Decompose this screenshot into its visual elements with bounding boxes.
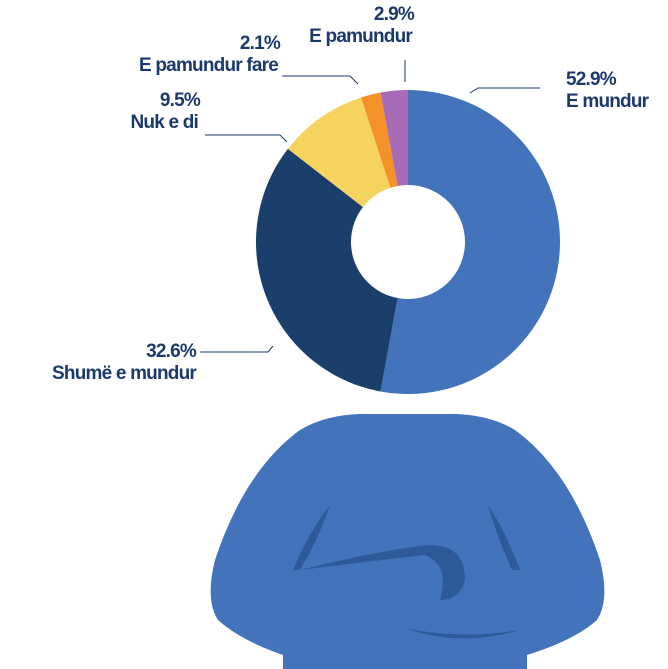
category-label: E mundur [566, 91, 650, 112]
leader-line [200, 346, 273, 352]
leader-line [282, 76, 358, 84]
category-label: E pamundur fare [139, 55, 278, 76]
value-label: 2.9% [374, 4, 415, 25]
value-label: 2.1% [240, 33, 281, 54]
value-label: 9.5% [160, 90, 201, 111]
leader-line [470, 88, 540, 93]
category-label: E pamundur [309, 26, 413, 47]
value-label: 52.9% [566, 69, 617, 90]
value-label: 32.6% [146, 341, 197, 362]
figure-body [211, 414, 605, 669]
chart: 52.9%E mundur 32.6%Shumë e mundur 9.5%Nuk … [0, 0, 668, 669]
category-label: Shumë e mundur [52, 363, 197, 384]
body [211, 414, 605, 669]
category-label: Nuk e di [130, 112, 198, 133]
leader-line [205, 135, 287, 142]
